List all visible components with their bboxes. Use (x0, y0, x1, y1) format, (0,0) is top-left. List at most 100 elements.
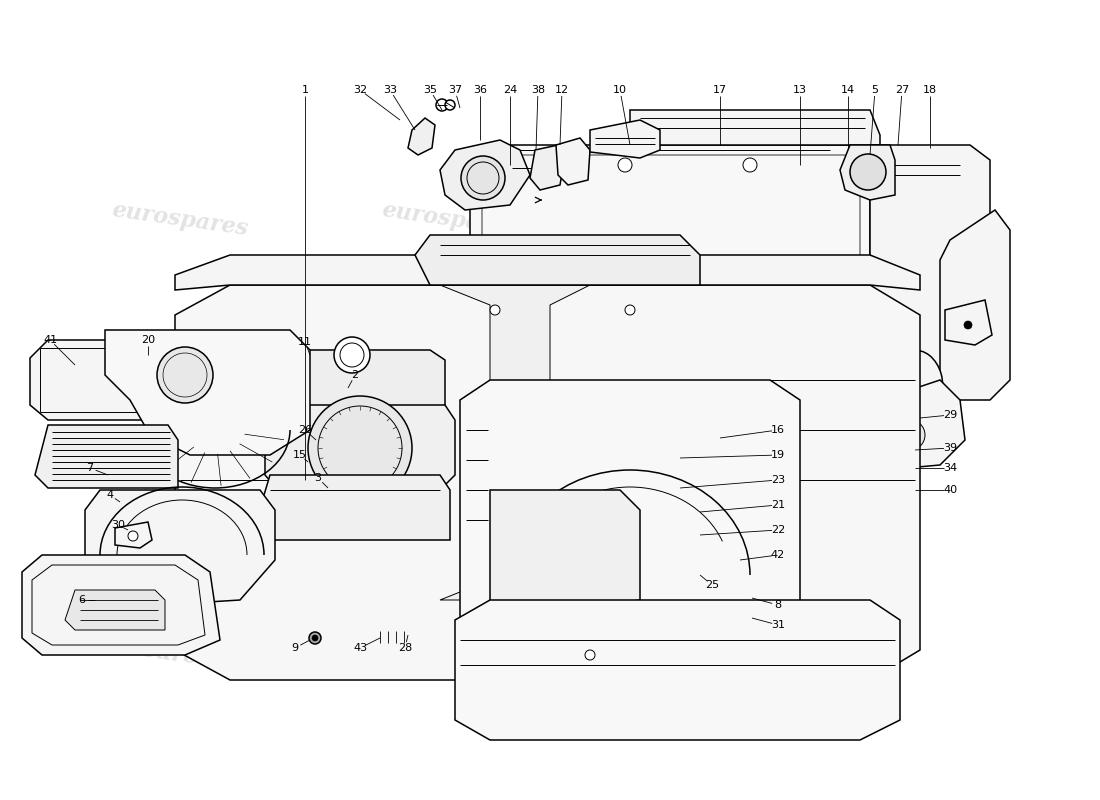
Polygon shape (945, 300, 992, 345)
Text: 5: 5 (871, 85, 879, 95)
Circle shape (312, 635, 318, 641)
Text: 34: 34 (943, 463, 957, 473)
Text: 33: 33 (383, 85, 397, 95)
Text: 11: 11 (298, 337, 312, 347)
Text: 26: 26 (298, 425, 312, 435)
Text: eurospares: eurospares (481, 470, 619, 510)
Text: 38: 38 (531, 85, 546, 95)
Polygon shape (35, 425, 178, 488)
Text: 19: 19 (771, 450, 785, 460)
Text: 7: 7 (87, 463, 94, 473)
Polygon shape (460, 380, 800, 700)
Text: 40: 40 (943, 485, 957, 495)
Circle shape (436, 99, 448, 111)
Text: 6: 6 (78, 595, 86, 605)
Polygon shape (104, 330, 310, 455)
Polygon shape (278, 350, 446, 415)
Polygon shape (65, 590, 165, 630)
Text: 1: 1 (301, 85, 308, 95)
Circle shape (157, 347, 213, 403)
Circle shape (742, 158, 757, 172)
Circle shape (334, 337, 370, 373)
Text: 42: 42 (771, 550, 785, 560)
Polygon shape (22, 555, 220, 655)
Text: 3: 3 (315, 473, 321, 483)
Polygon shape (116, 522, 152, 548)
Text: 2: 2 (351, 370, 359, 380)
Bar (355, 363, 365, 373)
Polygon shape (530, 145, 565, 190)
Text: 22: 22 (771, 525, 785, 535)
Text: 14: 14 (840, 85, 855, 95)
Polygon shape (940, 210, 1010, 400)
Polygon shape (840, 145, 895, 200)
Bar (308, 360, 373, 378)
Text: 23: 23 (771, 475, 785, 485)
Text: eurospares: eurospares (550, 639, 690, 681)
Text: 29: 29 (943, 410, 957, 420)
Polygon shape (470, 145, 870, 280)
Ellipse shape (906, 395, 944, 445)
Polygon shape (862, 380, 965, 470)
Bar (336, 363, 345, 373)
Text: 32: 32 (353, 85, 367, 95)
Text: 15: 15 (293, 450, 307, 460)
Circle shape (308, 396, 412, 500)
Circle shape (850, 154, 886, 190)
Text: 31: 31 (771, 620, 785, 630)
Bar (508, 158, 536, 238)
Text: 4: 4 (107, 490, 113, 500)
Circle shape (585, 650, 595, 660)
Ellipse shape (898, 350, 943, 410)
Circle shape (309, 632, 321, 644)
Circle shape (490, 305, 500, 315)
Polygon shape (415, 235, 700, 285)
Polygon shape (255, 475, 450, 540)
Circle shape (618, 158, 632, 172)
Polygon shape (455, 600, 900, 740)
Polygon shape (440, 140, 530, 210)
Text: 9: 9 (292, 643, 298, 653)
Text: eurospares: eurospares (141, 479, 279, 521)
Polygon shape (175, 285, 920, 680)
Text: 12: 12 (554, 85, 569, 95)
Circle shape (625, 305, 635, 315)
Text: 27: 27 (895, 85, 909, 95)
Circle shape (964, 321, 972, 329)
Text: 43: 43 (353, 643, 367, 653)
Polygon shape (440, 285, 590, 600)
Text: 36: 36 (473, 85, 487, 95)
Polygon shape (30, 340, 214, 420)
Bar (376, 630, 416, 644)
Text: 10: 10 (613, 85, 627, 95)
Polygon shape (265, 405, 455, 490)
Text: eurospares: eurospares (381, 199, 519, 241)
Text: eurospares: eurospares (680, 199, 820, 241)
Text: 28: 28 (398, 643, 412, 653)
Text: 20: 20 (141, 335, 155, 345)
Polygon shape (590, 120, 660, 158)
Bar (300, 355, 379, 385)
Polygon shape (490, 490, 640, 620)
Polygon shape (408, 118, 435, 155)
Text: 24: 24 (503, 85, 517, 95)
Text: 25: 25 (705, 580, 719, 590)
Text: 35: 35 (424, 85, 437, 95)
Circle shape (446, 100, 455, 110)
Text: eurospares: eurospares (750, 470, 890, 510)
Polygon shape (175, 255, 920, 290)
Bar (315, 363, 324, 373)
Text: 39: 39 (943, 443, 957, 453)
Polygon shape (630, 110, 880, 145)
Text: eurospares: eurospares (141, 639, 279, 681)
Text: 13: 13 (793, 85, 807, 95)
Text: eurospares: eurospares (110, 199, 250, 241)
Polygon shape (85, 490, 275, 605)
Text: 30: 30 (111, 520, 125, 530)
Circle shape (895, 420, 925, 450)
Text: 16: 16 (771, 425, 785, 435)
Text: 17: 17 (713, 85, 727, 95)
Text: 18: 18 (923, 85, 937, 95)
Polygon shape (870, 145, 990, 380)
Circle shape (128, 531, 138, 541)
